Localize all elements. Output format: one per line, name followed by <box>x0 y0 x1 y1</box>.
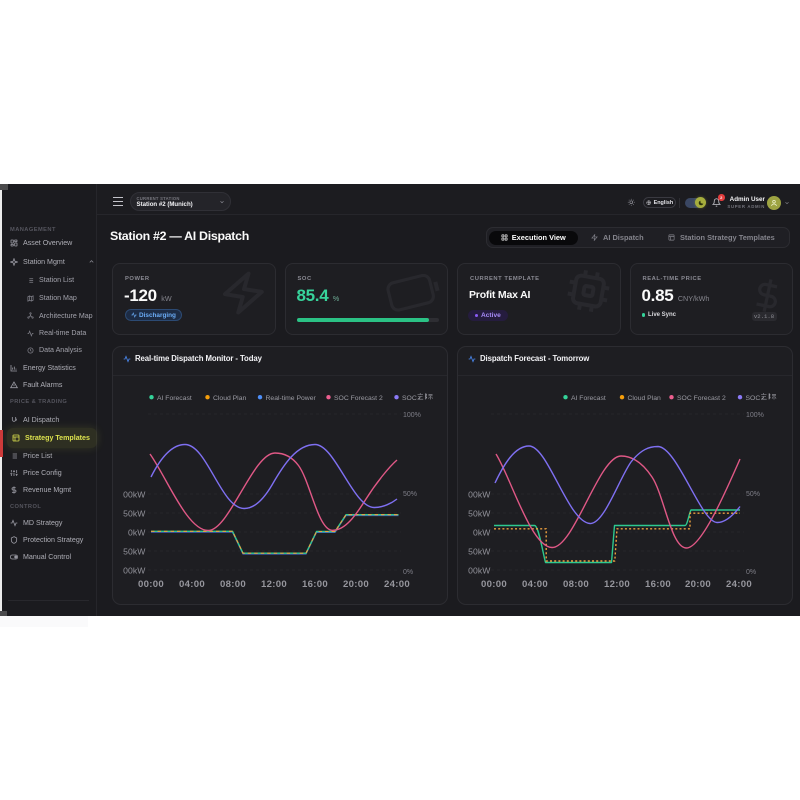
svg-text:12:00: 12:00 <box>604 579 630 590</box>
svg-text:SOC Forecast 2: SOC Forecast 2 <box>334 395 383 402</box>
svg-text:00:00: 00:00 <box>481 579 507 590</box>
svg-text:0kW: 0kW <box>128 527 146 537</box>
svg-text:24:00: 24:00 <box>384 579 410 590</box>
svg-text:AI Forecast: AI Forecast <box>157 395 192 402</box>
svg-text:00kW: 00kW <box>123 565 146 575</box>
svg-text:AI Forecast: AI Forecast <box>571 395 606 402</box>
svg-text:0kW: 0kW <box>473 527 491 537</box>
svg-text:00kW: 00kW <box>468 489 491 499</box>
svg-text:20:00: 20:00 <box>685 579 711 590</box>
svg-text:24:00: 24:00 <box>726 579 752 590</box>
svg-text:16:00: 16:00 <box>645 579 671 590</box>
svg-text:0%: 0% <box>746 569 756 576</box>
svg-text:0%: 0% <box>403 569 413 576</box>
svg-text:Cloud Plan: Cloud Plan <box>213 395 246 402</box>
svg-text:100%: 100% <box>403 412 421 419</box>
svg-text:50kW: 50kW <box>468 546 491 556</box>
svg-text:100%: 100% <box>746 412 764 419</box>
svg-text:50kW: 50kW <box>123 508 146 518</box>
svg-text:SOC Forecast 2: SOC Forecast 2 <box>677 395 726 402</box>
svg-text:16:00: 16:00 <box>302 579 328 590</box>
svg-text:50%: 50% <box>403 491 417 498</box>
svg-text:50kW: 50kW <box>468 508 491 518</box>
svg-text:04:00: 04:00 <box>179 579 205 590</box>
svg-text:SOC: SOC <box>746 395 761 402</box>
svg-text:50%: 50% <box>746 491 760 498</box>
svg-text:00:00: 00:00 <box>138 579 164 590</box>
svg-text:12:00: 12:00 <box>261 579 287 590</box>
svg-text:Real-time Power: Real-time Power <box>266 395 317 402</box>
svg-text:50kW: 50kW <box>123 546 146 556</box>
svg-text:00kW: 00kW <box>468 565 491 575</box>
svg-text:SOC: SOC <box>402 395 417 402</box>
svg-text:08:00: 08:00 <box>220 579 246 590</box>
svg-text:Cloud Plan: Cloud Plan <box>628 395 661 402</box>
svg-text:04:00: 04:00 <box>522 579 548 590</box>
svg-text:20:00: 20:00 <box>343 579 369 590</box>
svg-text:08:00: 08:00 <box>563 579 589 590</box>
svg-text:00kW: 00kW <box>123 489 146 499</box>
